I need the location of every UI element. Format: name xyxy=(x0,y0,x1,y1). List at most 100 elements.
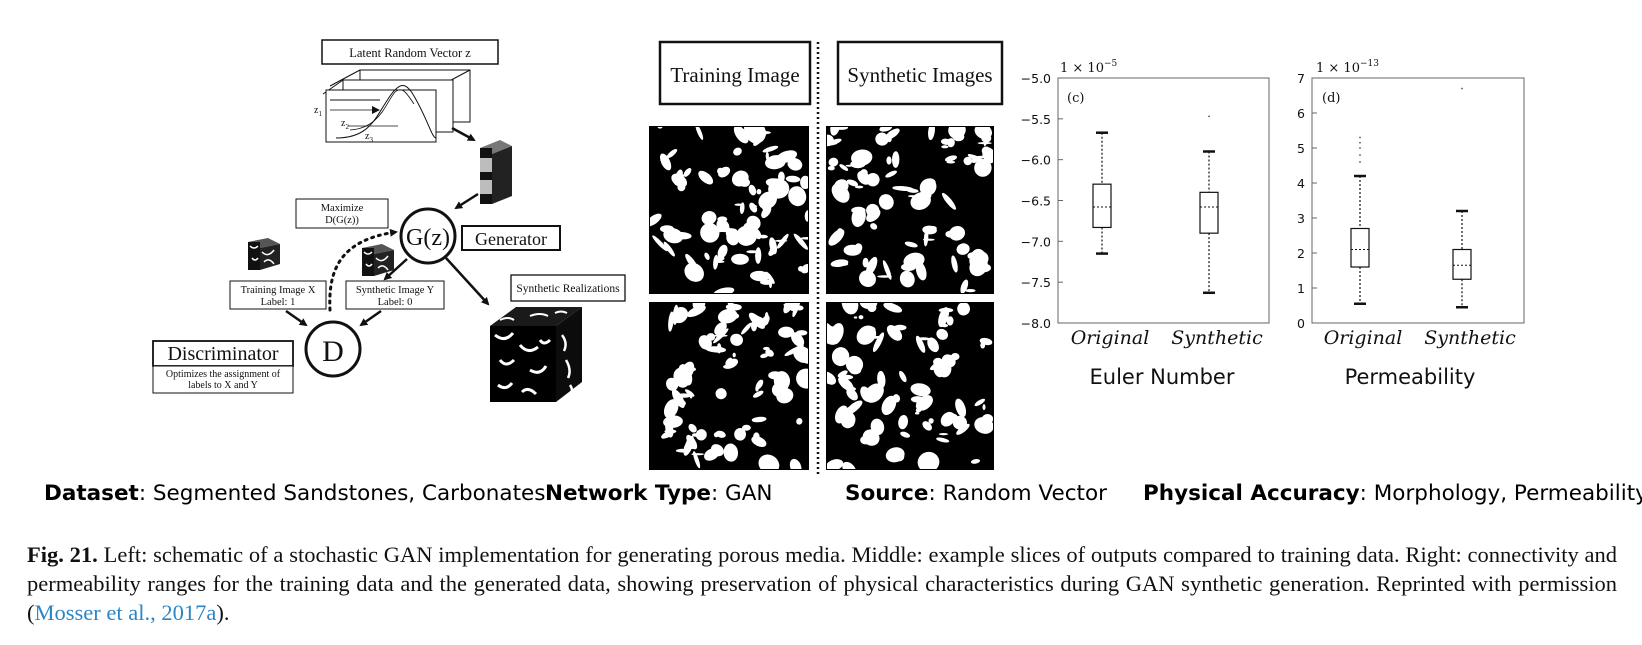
training-slice-top xyxy=(649,126,809,294)
arrow-synthetic-to-d xyxy=(359,309,382,327)
outlier-point xyxy=(1359,154,1361,156)
meta-dataset: Dataset: Segmented Sandstones, Carbonate… xyxy=(44,481,545,506)
euler-xtick-synthetic: Synthetic xyxy=(1171,327,1263,349)
euler-xtick-original: Original xyxy=(1071,327,1150,349)
meta-network-label: Network Type xyxy=(545,481,711,506)
outlier-point xyxy=(1208,115,1210,118)
outlier-point xyxy=(1359,136,1361,139)
outlier-point xyxy=(1359,161,1361,163)
permeability-chart: 1 × 10−13 (d) 7 6 5 4 3 2 1 0 Original Syntheti… xyxy=(1297,59,1525,389)
euler-plot-frame xyxy=(1057,77,1270,324)
generator-node xyxy=(399,207,457,265)
optimizes-line2: labels to X and Y xyxy=(188,380,258,391)
meta-source-label: Source xyxy=(845,481,929,506)
image-comparison-panel: Training Image Synthetic Images xyxy=(649,40,1004,475)
maximize-box xyxy=(295,198,389,229)
figure-caption: Fig. 21. Left: schematic of a stochastic… xyxy=(27,540,1617,627)
generator-label: Generator xyxy=(475,229,547,249)
synthetic-realizations-label: Synthetic Realizations xyxy=(516,283,620,295)
synthetic-image-box xyxy=(345,280,445,310)
ytick-label: −5.0 xyxy=(1021,71,1051,86)
perm-boxes xyxy=(1350,87,1472,309)
synthetic-realization-cube xyxy=(490,307,582,402)
arrow-training-to-d xyxy=(285,309,308,327)
gan-schematic: Latent Random Vector z z1 z2 z3 xyxy=(152,39,626,402)
generator-layer-stack xyxy=(480,140,512,204)
arrow-gz-to-synthetic xyxy=(383,258,408,281)
maximize-line2: D(G(z)) xyxy=(325,215,359,226)
ytick-label: 2 xyxy=(1297,246,1305,261)
caption-label: Fig. 21. xyxy=(27,542,98,567)
arrow-gz-to-realizations xyxy=(445,257,490,306)
perm-xlabel: Permeability xyxy=(1345,365,1476,389)
ytick-label: 1 xyxy=(1297,281,1305,296)
euler-panel-label: (c) xyxy=(1067,91,1084,106)
training-line1: Training Image X xyxy=(241,285,316,296)
euler-number-chart: 1 × 10−5 (c) −5.0 −5.5 −6.0 −6.5 −7.0 −7.5 −8.… xyxy=(1021,59,1270,389)
meta-network-value: : GAN xyxy=(710,481,773,506)
synthetic-title: Synthetic Images xyxy=(847,63,992,87)
synthetic-line2: Label: 0 xyxy=(378,297,413,308)
synthetic-slice-top xyxy=(826,126,994,294)
caption-end: ). xyxy=(216,600,230,625)
outlier-point xyxy=(1359,141,1361,144)
meta-accuracy-label: Physical Accuracy xyxy=(1143,481,1360,506)
latent-distributions: z1 z2 z3 xyxy=(314,69,471,144)
d-label: D xyxy=(322,335,344,368)
feedback-dotted-arrow xyxy=(328,228,398,312)
box-synthetic xyxy=(1199,115,1219,295)
training-cube-small xyxy=(248,238,280,270)
outlier-point xyxy=(1461,87,1463,90)
discriminator-label: Discriminator xyxy=(167,343,278,365)
outlier-point xyxy=(1359,147,1361,149)
meta-source: Source: Random Vector xyxy=(845,481,1107,506)
perm-xtick-synthetic: Synthetic xyxy=(1424,327,1516,349)
discriminator-node xyxy=(304,320,362,378)
gz-label: G(z) xyxy=(406,225,450,251)
box-synthetic xyxy=(1452,87,1472,309)
iqr-box xyxy=(1350,227,1370,268)
iqr-box xyxy=(1452,248,1472,280)
euler-scale-label: 1 × 10−5 xyxy=(1060,59,1118,76)
ytick-label: −7.0 xyxy=(1021,234,1051,249)
perm-xtick-original: Original xyxy=(1324,327,1403,349)
euler-boxes xyxy=(1092,115,1219,295)
ytick-label: −5.5 xyxy=(1021,112,1051,127)
optimizes-box xyxy=(152,365,294,394)
meta-accuracy-value: : Morphology, Permeability xyxy=(1359,481,1642,506)
training-image-box xyxy=(229,280,327,310)
ytick-label: 7 xyxy=(1297,71,1305,86)
maximize-line1: Maximize xyxy=(321,203,364,214)
meta-dataset-label: Dataset xyxy=(44,481,139,506)
training-title: Training Image xyxy=(670,63,799,87)
iqr-box xyxy=(1092,183,1112,229)
ytick-label: −8.0 xyxy=(1021,316,1051,331)
meta-network-type: Network Type: GAN xyxy=(545,481,773,506)
meta-physical-accuracy: Physical Accuracy: Morphology, Permeabil… xyxy=(1143,481,1642,506)
synthetic-slice-bottom xyxy=(826,302,994,470)
perm-yticks: 7 6 5 4 3 2 1 0 xyxy=(1297,71,1317,331)
euler-xlabel: Euler Number xyxy=(1089,365,1234,389)
arrow-latent-to-stack xyxy=(451,126,476,142)
training-slice-bottom xyxy=(649,302,809,470)
perm-panel-label: (d) xyxy=(1322,91,1340,106)
ytick-label: 3 xyxy=(1297,211,1305,226)
ytick-label: 4 xyxy=(1297,176,1305,191)
perm-plot-frame xyxy=(1311,77,1525,324)
citation-link[interactable]: Mosser et al., 2017a xyxy=(34,600,217,625)
latent-vector-box: Latent Random Vector z xyxy=(321,39,499,65)
latent-vector-label: Latent Random Vector z xyxy=(349,46,471,60)
synthetic-cube-small xyxy=(362,244,394,276)
arrow-stack-to-gz xyxy=(454,192,479,210)
meta-dataset-value: : Segmented Sandstones, Carbonates xyxy=(138,481,546,506)
ytick-label: 6 xyxy=(1297,106,1305,121)
training-title-box xyxy=(658,40,812,106)
training-line2: Label: 1 xyxy=(261,297,296,308)
optimizes-line1: Optimizes the assignment of xyxy=(166,369,281,380)
caption-text: Left: schematic of a stochastic GAN impl… xyxy=(27,542,1617,625)
ytick-label: −6.0 xyxy=(1021,153,1051,168)
ytick-label: 0 xyxy=(1297,316,1305,331)
perm-scale-label: 1 × 10−13 xyxy=(1316,59,1379,76)
ytick-label: 5 xyxy=(1297,141,1305,156)
